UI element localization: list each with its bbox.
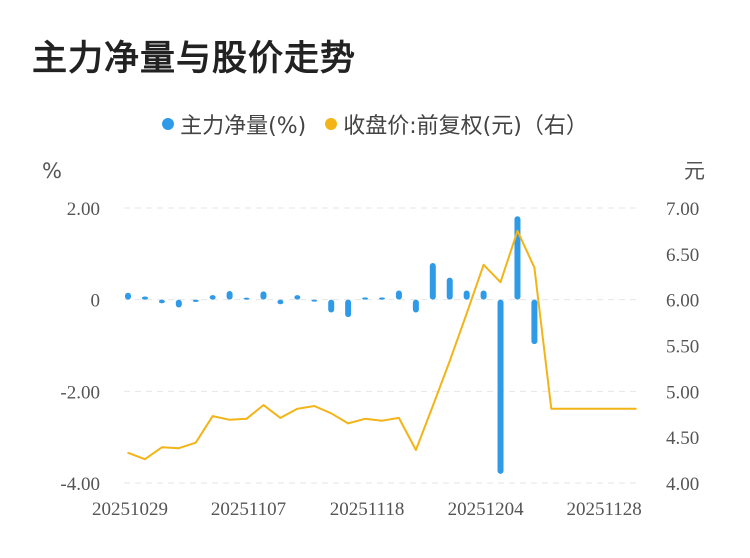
bar[interactable] — [243, 297, 250, 300]
x-tick-label: 20251029 — [92, 499, 168, 520]
line-point[interactable] — [245, 418, 248, 420]
left-tick-label: 2.00 — [67, 199, 100, 220]
legend-item-main-flow[interactable]: 主力净量(%) — [162, 108, 306, 140]
legend-dot-close-price — [325, 118, 338, 130]
line-point[interactable] — [533, 266, 536, 269]
legend-item-close-price[interactable]: 收盘价:前复权(元)（右） — [325, 108, 588, 140]
bar[interactable] — [379, 297, 385, 300]
line-point[interactable] — [296, 407, 299, 410]
line-point[interactable] — [211, 415, 214, 417]
bar[interactable] — [294, 295, 301, 300]
bar[interactable] — [480, 290, 487, 300]
left-tick-label: 0 — [91, 291, 101, 312]
price-line[interactable] — [127, 229, 636, 461]
bar[interactable] — [395, 290, 402, 300]
line-point[interactable] — [618, 407, 620, 410]
bar[interactable] — [260, 291, 267, 300]
bar[interactable] — [497, 299, 504, 474]
line-point[interactable] — [482, 264, 485, 266]
line-point[interactable] — [364, 418, 366, 420]
line-point[interactable] — [381, 419, 383, 422]
line-point[interactable] — [398, 417, 400, 419]
legend-label-close-price: 收盘价:前复权(元)（右） — [343, 114, 588, 139]
line-point[interactable] — [584, 407, 586, 410]
line-point[interactable] — [228, 418, 231, 421]
right-tick-label: 4.00 — [666, 474, 699, 495]
bar-series — [125, 216, 538, 474]
right-tick-label: 5.00 — [666, 382, 699, 403]
line-point[interactable] — [161, 446, 163, 449]
line-point[interactable] — [178, 447, 180, 449]
x-tick-label: 20251128 — [566, 499, 641, 520]
bar[interactable] — [175, 299, 182, 308]
line-series — [127, 229, 637, 461]
axis-labels: % 元 2.00 0 -2.00 -4.00 7.00 6.50 6.00 5.50 5.00 4… — [42, 159, 705, 520]
bar[interactable] — [311, 299, 318, 302]
bar[interactable] — [209, 295, 216, 300]
line-point[interactable] — [499, 281, 502, 284]
right-tick-label: 4.50 — [666, 428, 699, 449]
right-tick-label: 6.00 — [666, 291, 699, 312]
line-point[interactable] — [567, 407, 570, 410]
bar[interactable] — [463, 290, 470, 300]
bar[interactable] — [141, 296, 148, 300]
line-point[interactable] — [194, 441, 197, 444]
bar[interactable] — [158, 299, 165, 304]
bar[interactable] — [362, 297, 369, 300]
left-tick-label: -4.00 — [60, 474, 100, 495]
line-point[interactable] — [550, 407, 553, 410]
line-point[interactable] — [432, 405, 434, 407]
left-axis-unit: % — [42, 159, 62, 183]
bar[interactable] — [125, 292, 131, 300]
line-point[interactable] — [330, 412, 333, 415]
bar[interactable] — [277, 299, 284, 305]
x-tick-label: 20251204 — [448, 499, 525, 520]
bar[interactable] — [328, 299, 335, 313]
right-tick-label: 6.50 — [666, 245, 699, 266]
legend-dot-main-flow — [162, 118, 175, 130]
bar[interactable] — [345, 299, 352, 318]
bar[interactable] — [446, 277, 453, 300]
line-point[interactable] — [262, 404, 265, 406]
bar[interactable] — [226, 290, 233, 300]
grid-lines — [124, 207, 640, 484]
line-point[interactable] — [144, 458, 146, 460]
line-point[interactable] — [415, 449, 417, 451]
line-point[interactable] — [347, 422, 349, 425]
line-point[interactable] — [448, 360, 451, 362]
bar[interactable] — [429, 263, 436, 300]
bar[interactable] — [412, 299, 419, 313]
line-point[interactable] — [127, 451, 129, 454]
legend: 主力净量(%) 收盘价:前复权(元)（右） — [0, 108, 750, 140]
left-tick-label: -2.00 — [60, 382, 100, 403]
right-tick-label: 5.50 — [666, 337, 699, 358]
right-axis-unit: 元 — [684, 159, 705, 183]
line-point[interactable] — [635, 407, 637, 410]
x-tick-label: 20251118 — [330, 499, 405, 520]
line-point[interactable] — [516, 230, 519, 232]
right-tick-label: 7.00 — [666, 199, 699, 220]
line-point[interactable] — [601, 407, 603, 410]
bar[interactable] — [514, 216, 521, 300]
x-tick-label: 20251107 — [211, 499, 286, 520]
chart-title: 主力净量与股价走势 — [32, 39, 357, 79]
legend-label-main-flow: 主力净量(%) — [180, 114, 307, 139]
line-point[interactable] — [465, 312, 468, 315]
line-point[interactable] — [279, 417, 282, 419]
bar[interactable] — [192, 299, 199, 302]
bar[interactable] — [531, 299, 538, 345]
line-point[interactable] — [313, 405, 316, 407]
